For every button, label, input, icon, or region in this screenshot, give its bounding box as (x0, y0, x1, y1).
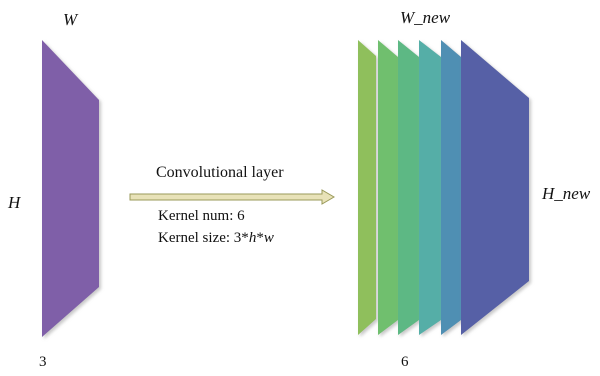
output-map-2 (378, 40, 398, 335)
input-channels-label: 3 (39, 354, 47, 370)
kernel-size-w: w (263, 230, 274, 246)
output-map-4 (419, 40, 441, 335)
conv-arrow (129, 189, 335, 205)
kernel-size-text: Kernel size: 3*h*w (158, 228, 274, 248)
input-width-label: W (63, 10, 78, 29)
arrow-shape (129, 189, 335, 205)
output-map-1 (358, 40, 376, 335)
output-feature-maps (358, 40, 529, 335)
output-map-5 (441, 40, 461, 335)
input-feature-map (42, 40, 99, 337)
output-width-label: W_new (400, 8, 451, 27)
output-map-6 (461, 40, 529, 335)
input-height-label: H (8, 193, 21, 212)
kernel-num-text: Kernel num: 6 (158, 208, 245, 224)
operation-title: Convolutional layer (156, 164, 284, 181)
output-map-3 (398, 40, 419, 335)
kernel-size-h: h (248, 230, 257, 246)
kernel-size-sep: * (256, 230, 264, 246)
output-height-label: H_new (542, 184, 591, 203)
kernel-size-prefix: Kernel size: 3* (158, 230, 249, 246)
output-channels-label: 6 (401, 354, 409, 370)
